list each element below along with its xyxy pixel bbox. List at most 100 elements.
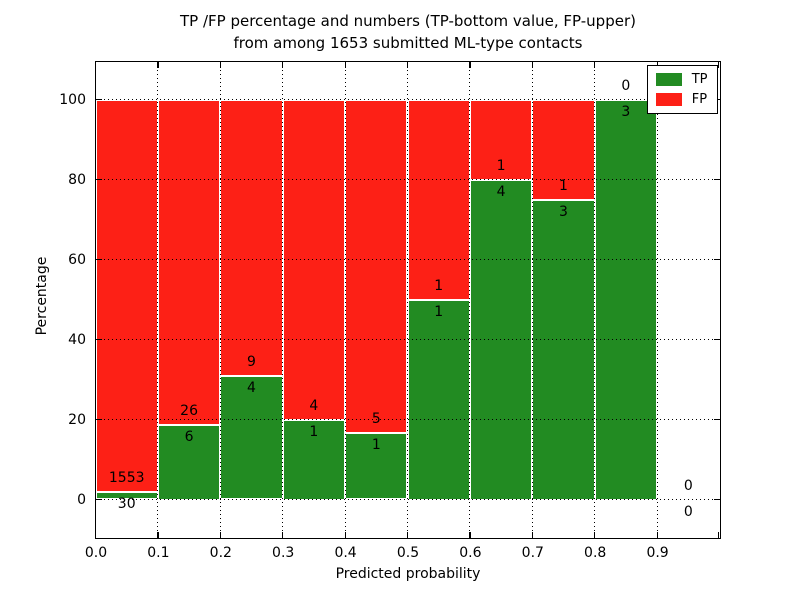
x-tick-label: 0.8 bbox=[584, 545, 607, 561]
tp-color-swatch bbox=[655, 72, 682, 86]
y-tick-mark bbox=[713, 499, 720, 501]
legend: TP FP bbox=[646, 64, 718, 114]
x-tick-mark bbox=[344, 61, 346, 68]
y-tick-mark bbox=[95, 419, 102, 421]
fp-count-label: 1 bbox=[496, 157, 506, 174]
x-tick-mark bbox=[531, 531, 533, 538]
y-tick-mark bbox=[713, 259, 720, 261]
chart-title-line-1: TP /FP percentage and numbers (TP-bottom… bbox=[180, 12, 636, 30]
x-tick-mark bbox=[407, 531, 409, 538]
x-tick-mark bbox=[531, 61, 533, 68]
fp-count-label: 1 bbox=[434, 277, 444, 294]
bar-segment-tp bbox=[282, 419, 346, 500]
y-tick-label: 80 bbox=[68, 172, 86, 188]
x-tick-label: 0.5 bbox=[396, 545, 420, 561]
legend-label-fp: FP bbox=[691, 91, 708, 107]
legend-entry-tp: TP bbox=[655, 71, 708, 87]
bar-segment-fp bbox=[157, 99, 221, 425]
x-tick-mark bbox=[407, 61, 409, 68]
vertical-gridline bbox=[219, 61, 221, 538]
y-tick-label: 100 bbox=[59, 92, 86, 108]
y-tick-mark bbox=[713, 339, 720, 341]
x-axis-label: Predicted probability bbox=[335, 566, 481, 582]
tp-count-label: 30 bbox=[117, 495, 136, 512]
x-tick-label: 0.9 bbox=[646, 545, 669, 561]
chart-title-line-2: from among 1653 submitted ML-type contac… bbox=[233, 34, 583, 52]
fp-count-label: 5 bbox=[371, 410, 381, 427]
fp-count-label: 1 bbox=[559, 177, 568, 194]
fp-count-label: 4 bbox=[309, 397, 319, 414]
horizontal-gridline bbox=[95, 339, 720, 340]
tp-count-label: 4 bbox=[247, 380, 256, 397]
x-tick-label: 0.1 bbox=[147, 545, 170, 561]
tp-count-label: 4 bbox=[496, 183, 506, 200]
x-tick-mark bbox=[718, 531, 720, 538]
x-tick-mark bbox=[219, 531, 221, 538]
y-tick-label: 60 bbox=[68, 252, 86, 268]
vertical-gridline bbox=[531, 61, 533, 538]
plot-area: TP FP 1553 30 26 6 9 4 4 1 5 1 1 1 1 4 1 3 0 3 0 0 bbox=[94, 60, 721, 539]
y-tick-label: 0 bbox=[77, 492, 86, 508]
x-tick-mark bbox=[282, 61, 284, 68]
x-tick-label: 0.3 bbox=[272, 545, 295, 561]
y-tick-mark bbox=[95, 339, 102, 341]
legend-label-tp: TP bbox=[691, 71, 708, 87]
bar-segment-tp bbox=[220, 376, 283, 500]
x-tick-mark bbox=[219, 61, 221, 68]
x-tick-mark bbox=[157, 531, 159, 538]
tp-count-label: 1 bbox=[434, 303, 444, 320]
fp-color-swatch bbox=[655, 92, 682, 106]
horizontal-gridline bbox=[95, 99, 720, 100]
x-tick-mark bbox=[469, 531, 471, 538]
x-tick-mark bbox=[594, 61, 596, 68]
tp-count-label: 0 bbox=[683, 503, 693, 520]
bar-segment-fp bbox=[345, 99, 408, 433]
vertical-gridline bbox=[282, 61, 284, 538]
x-tick-mark bbox=[282, 531, 284, 538]
y-tick-mark bbox=[713, 179, 720, 181]
horizontal-gridline bbox=[95, 419, 720, 420]
vertical-gridline bbox=[469, 61, 471, 538]
fp-count-label: 26 bbox=[180, 402, 198, 419]
bar-segment-tp bbox=[594, 99, 658, 500]
vertical-gridline bbox=[407, 61, 408, 538]
bar-segment-fp bbox=[532, 99, 595, 200]
horizontal-gridline bbox=[95, 179, 720, 180]
y-tick-mark bbox=[95, 499, 102, 501]
legend-entry-fp: FP bbox=[655, 91, 708, 107]
x-tick-mark bbox=[656, 531, 658, 538]
x-tick-mark bbox=[594, 531, 596, 538]
x-tick-mark bbox=[95, 61, 97, 68]
bar-segment-tp bbox=[532, 199, 595, 500]
y-tick-mark bbox=[95, 259, 102, 261]
fp-count-label: 9 bbox=[247, 354, 256, 371]
x-tick-mark bbox=[344, 531, 346, 538]
bar-segment-fp bbox=[469, 99, 533, 180]
vertical-gridline bbox=[157, 61, 159, 538]
tp-count-label: 3 bbox=[621, 103, 631, 120]
x-tick-mark bbox=[157, 61, 159, 68]
bar-segment-fp bbox=[95, 99, 158, 492]
x-tick-label: 0.0 bbox=[84, 545, 108, 561]
horizontal-gridline bbox=[95, 499, 720, 500]
y-tick-label: 40 bbox=[68, 332, 86, 348]
y-tick-mark bbox=[95, 179, 102, 181]
bar-segment-fp bbox=[407, 99, 470, 300]
bar-segment-tp bbox=[407, 299, 470, 500]
x-tick-label: 0.7 bbox=[521, 545, 544, 561]
horizontal-gridline bbox=[95, 259, 720, 260]
fp-count-label: 0 bbox=[683, 477, 693, 494]
y-tick-mark bbox=[713, 419, 720, 421]
tp-count-label: 3 bbox=[559, 203, 568, 220]
tp-count-label: 1 bbox=[309, 423, 319, 440]
y-tick-mark bbox=[95, 99, 102, 101]
x-tick-mark bbox=[469, 61, 471, 68]
bar-segment-fp bbox=[220, 99, 283, 377]
vertical-gridline bbox=[344, 61, 346, 538]
x-tick-label: 0.6 bbox=[459, 545, 482, 561]
bar-segment-tp bbox=[345, 432, 408, 500]
x-tick-label: 0.4 bbox=[334, 545, 357, 561]
x-tick-mark bbox=[718, 61, 720, 68]
tp-count-label: 1 bbox=[371, 436, 381, 453]
